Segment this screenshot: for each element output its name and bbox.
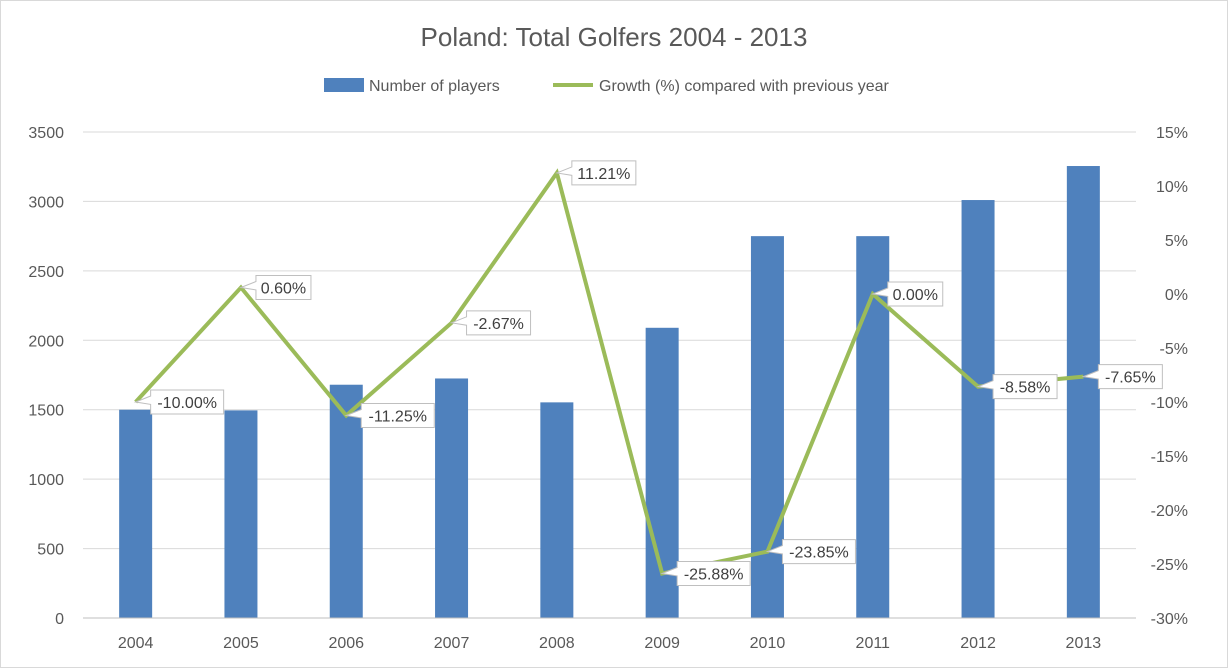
y-right-tick-label: -5%	[1160, 341, 1188, 358]
data-label-2009: -25.88%	[660, 561, 751, 587]
data-label-2012: -8.58%	[976, 374, 1058, 400]
line-series	[134, 168, 1084, 576]
data-label-text: -10.00%	[157, 395, 217, 412]
data-label-callout	[976, 374, 1058, 400]
y-right-tick-label: -15%	[1151, 449, 1188, 466]
bar-2007	[435, 378, 469, 618]
y-left-tick-label: 3000	[28, 194, 64, 211]
y-left-tick-label: 2000	[28, 333, 64, 350]
y-left-tick-label: 3500	[28, 125, 64, 142]
data-label-callout	[660, 561, 751, 587]
x-tick-label: 2011	[856, 635, 891, 652]
x-tick-label: 2010	[750, 635, 786, 652]
bar-2010	[750, 236, 784, 618]
x-tick-label: 2007	[434, 635, 470, 652]
legend: Number of players Growth (%) compared wi…	[324, 78, 890, 95]
axes: 0 500 1000 1500 2000 2500 3000 3500 -30% -25% -20%…	[28, 125, 1188, 652]
x-tick-label: 2008	[539, 635, 575, 652]
y-right-tick-label: 5%	[1165, 233, 1188, 250]
data-label-text: -2.67%	[473, 316, 524, 333]
y-right-tick-label: -25%	[1151, 557, 1188, 574]
data-label-2008: 11.21%	[554, 160, 637, 186]
data-label-callout	[1081, 364, 1163, 390]
x-tick-label: 2009	[644, 635, 680, 652]
y-right-tick-label: 0%	[1165, 287, 1188, 304]
bar-2011	[856, 236, 890, 618]
legend-bar-swatch	[324, 78, 364, 92]
data-label-text: -11.25%	[369, 409, 427, 426]
y-left-tick-label: 500	[37, 542, 64, 559]
data-label-callout	[344, 403, 435, 428]
data-labels: -10.00% 0.60% -11.25% -2.67% 11.21% -25.88% -2…	[133, 160, 1163, 587]
data-label-text: 0.00%	[893, 287, 938, 304]
gridlines	[83, 131, 1136, 550]
legend-line-label: Growth (%) compared with previous year	[599, 78, 890, 95]
bar-2012	[961, 200, 995, 619]
data-label-2005: 0.60%	[239, 275, 312, 301]
x-tick-label: 2012	[960, 635, 996, 652]
data-label-callout	[239, 275, 312, 301]
y-left-tick-label: 2500	[28, 264, 64, 281]
bar-2008	[540, 402, 574, 618]
data-label-callout	[449, 310, 532, 336]
data-label-text: -25.88%	[684, 567, 744, 584]
data-label-text: -8.58%	[1000, 380, 1051, 397]
data-label-2011: 0.00%	[870, 281, 944, 307]
data-label-text: 11.21%	[577, 166, 630, 183]
y-left-tick-label: 0	[55, 611, 64, 628]
y-right-tick-label: -20%	[1151, 503, 1188, 520]
y-right-tick-label: 10%	[1156, 179, 1188, 196]
data-label-callout	[870, 281, 944, 307]
x-tick-label: 2013	[1066, 635, 1102, 652]
x-tick-label: 2006	[328, 635, 364, 652]
data-label-callout	[554, 160, 637, 186]
y-right-tick-label: 15%	[1156, 125, 1188, 142]
bar-2013	[1066, 166, 1100, 618]
data-label-2013: -7.65%	[1081, 364, 1163, 390]
bar-2006	[329, 384, 363, 618]
x-tick-label: 2004	[118, 635, 154, 652]
y-left-tick-label: 1500	[28, 403, 64, 420]
x-tick-label: 2005	[223, 635, 259, 652]
y-right-tick-label: -30%	[1151, 611, 1188, 628]
data-label-text: -23.85%	[789, 545, 849, 562]
data-label-2010: -23.85%	[765, 539, 856, 565]
data-label-2007: -2.67%	[449, 310, 532, 336]
legend-bar-label: Number of players	[369, 78, 500, 95]
data-label-2004: -10.00%	[133, 389, 225, 415]
y-left-tick-label: 1000	[28, 472, 64, 489]
bar-2004	[119, 409, 153, 618]
data-label-text: 0.60%	[261, 281, 306, 298]
chart-title: Poland: Total Golfers 2004 - 2013	[421, 22, 808, 52]
data-label-text: -7.65%	[1105, 370, 1156, 387]
bar-2005	[224, 410, 258, 618]
data-label-callout	[133, 389, 225, 415]
data-label-callout	[765, 539, 856, 565]
y-right-tick-label: -10%	[1151, 395, 1188, 412]
growth-line	[134, 168, 1084, 576]
data-label-2006: -11.25%	[344, 403, 435, 428]
bar-series	[119, 166, 1100, 619]
